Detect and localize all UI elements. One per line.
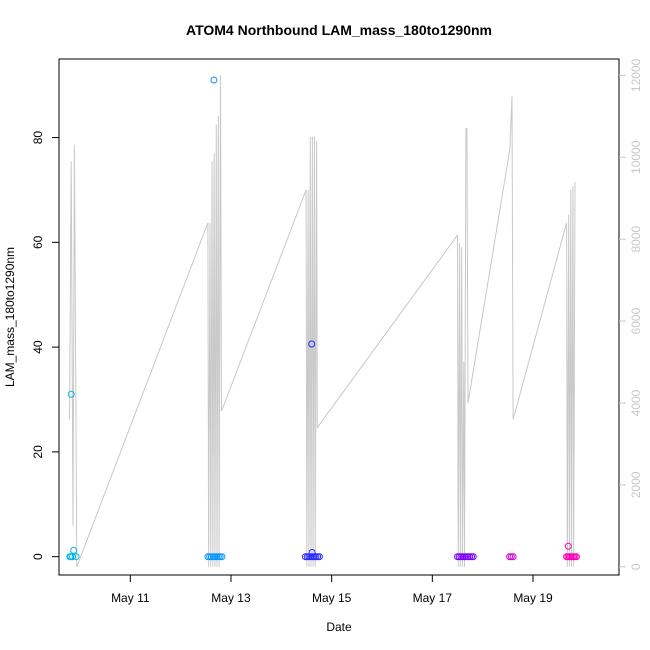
- data-point-series-3: [308, 340, 316, 348]
- y2-tick-label: 2000: [629, 471, 643, 498]
- y2-tick-label: 8000: [629, 226, 643, 253]
- data-point-series-1: [72, 553, 80, 561]
- data-point-series-1: [70, 546, 78, 554]
- data-point-series-1: [67, 390, 75, 398]
- data-point-series-2: [210, 76, 218, 84]
- points-layer: [66, 76, 580, 561]
- y2-tick-label: 6000: [629, 307, 643, 334]
- data-point-series-5: [509, 553, 517, 561]
- y-tick-label: 60: [31, 235, 45, 249]
- data-point-series-3: [308, 549, 316, 556]
- plot-frame: [58, 58, 620, 576]
- y2-axis: 0 2000 4000 6000 8000 10000 12000: [619, 58, 643, 570]
- line-layer: [69, 75, 576, 567]
- data-point-series-6: [572, 553, 580, 561]
- data-point-series-4: [469, 553, 477, 561]
- data-point-series-3: [315, 553, 323, 561]
- x-tick-label: May 17: [413, 591, 453, 605]
- y-axis: 0 20 40 60 80: [31, 131, 59, 560]
- x-tick-label: May 15: [312, 591, 352, 605]
- data-point-series-6: [564, 542, 572, 550]
- x-tick-label: May 11: [111, 591, 150, 605]
- x-axis: May 11 May 13 May 15 May 17 May 19: [111, 575, 553, 605]
- y2-tick-label: 12000: [629, 58, 643, 92]
- y2-tick-label: 4000: [629, 389, 643, 416]
- data-point-series-2: [218, 553, 226, 561]
- x-tick-label: May 13: [211, 591, 251, 605]
- y-tick-label: 0: [31, 553, 45, 560]
- y-axis-label: LAM_mass_180to1290nm: [3, 247, 17, 387]
- secondary-series-line: [69, 75, 576, 567]
- y2-tick-label: 10000: [629, 140, 643, 174]
- x-tick-label: May 19: [513, 591, 553, 605]
- y-tick-label: 20: [31, 445, 45, 459]
- y2-tick-label: 0: [629, 563, 643, 570]
- y-tick-label: 80: [31, 131, 45, 145]
- chart-title: ATOM4 Northbound LAM_mass_180to1290nm: [186, 22, 492, 38]
- x-axis-label: Date: [326, 620, 352, 634]
- y-tick-label: 40: [31, 340, 45, 354]
